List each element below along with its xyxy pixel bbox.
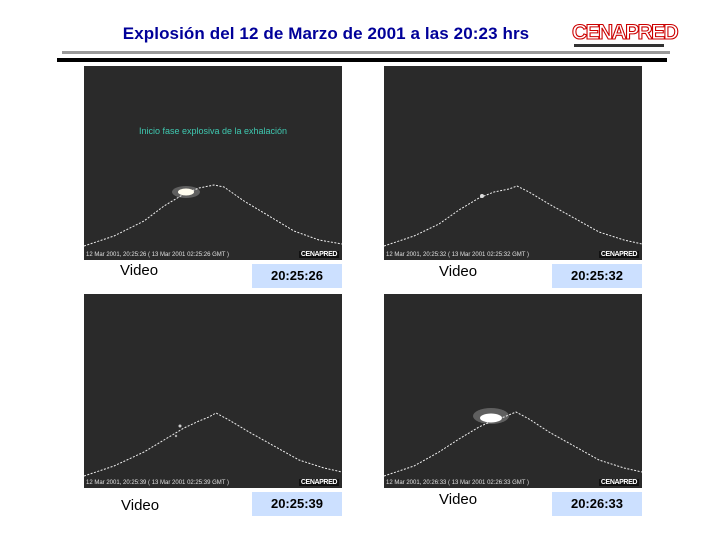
video-watermark: CENAPRED: [298, 479, 339, 486]
video-frame-4: 12 Mar 2001, 20:26:33 ( 13 Mar 2001 02:2…: [384, 294, 642, 488]
frame-caption-3: Video: [121, 497, 160, 514]
video-timestamp: 12 Mar 2001, 20:25:26 ( 13 Mar 2001 02:2…: [86, 252, 229, 258]
frame-caption-4: Video: [439, 491, 478, 508]
frame-time-2: 20:25:32: [552, 264, 642, 288]
frame-time-1: 20:25:26: [252, 264, 342, 288]
overlay-annotation: Inicio fase explosiva de la exhalación: [138, 126, 288, 136]
video-watermark: CENAPRED: [298, 251, 339, 258]
volcano-silhouette: [384, 408, 642, 477]
frame-caption-1: Video: [120, 262, 159, 279]
volcano-silhouette: [84, 412, 342, 477]
volcano-silhouette: [384, 185, 642, 247]
video-watermark: CENAPRED: [598, 251, 639, 258]
video-timestamp: 12 Mar 2001, 20:25:39 ( 13 Mar 2001 02:2…: [86, 480, 229, 486]
video-watermark: CENAPRED: [598, 479, 639, 486]
video-frame-1: Inicio fase explosiva de la exhalación 1…: [84, 66, 342, 260]
cenapred-logo: CENAPRED: [571, 20, 679, 48]
divider-thick: [57, 58, 667, 62]
video-frame-2: 12 Mar 2001, 20:25:32 ( 13 Mar 2001 02:2…: [384, 66, 642, 260]
video-frame-3: 12 Mar 2001, 20:25:39 ( 13 Mar 2001 02:2…: [84, 294, 342, 488]
page-title: Explosión del 12 de Marzo de 2001 a las …: [122, 24, 530, 43]
divider-thin: [62, 51, 670, 54]
frame-time-3: 20:25:39: [252, 492, 342, 516]
volcano-silhouette: [84, 184, 342, 247]
video-timestamp: 12 Mar 2001, 20:26:33 ( 13 Mar 2001 02:2…: [386, 480, 529, 486]
frame-caption-2: Video: [439, 263, 478, 280]
frame-time-4: 20:26:33: [552, 492, 642, 516]
video-timestamp: 12 Mar 2001, 20:25:32 ( 13 Mar 2001 02:2…: [386, 252, 529, 258]
